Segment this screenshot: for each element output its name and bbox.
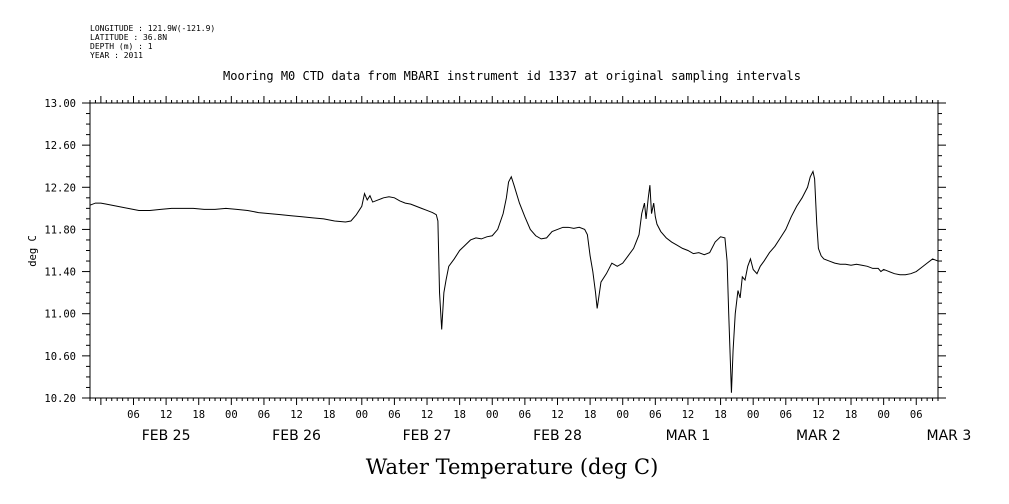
x-day-label: FEB 27 xyxy=(403,428,452,444)
y-tick-label: 11.40 xyxy=(44,267,76,279)
x-day-label: MAR 3 xyxy=(926,428,971,444)
x-hour-label: 12 xyxy=(160,409,173,421)
x-hour-label: 00 xyxy=(355,409,368,421)
x-hour-label: 18 xyxy=(845,409,858,421)
x-hour-label: 18 xyxy=(584,409,597,421)
x-day-label: MAR 2 xyxy=(796,428,841,444)
x-hour-label: 06 xyxy=(779,409,792,421)
metadata-depth: DEPTH (m) : 1 xyxy=(90,42,153,51)
x-hour-label: 00 xyxy=(616,409,629,421)
y-tick-label: 12.20 xyxy=(44,182,76,194)
x-hour-label: 06 xyxy=(649,409,662,421)
x-hour-label: 00 xyxy=(486,409,499,421)
x-day-labels: FEB 25 FEB 26 FEB 27 FEB 28 MAR 1 MAR 2 MAR 3 xyxy=(142,428,972,444)
y-tick-label: 11.00 xyxy=(44,309,76,321)
x-hour-label: 18 xyxy=(192,409,205,421)
x-hour-label: 12 xyxy=(682,409,695,421)
y-tick-label: 13.00 xyxy=(44,98,76,110)
x-hour-label: 00 xyxy=(225,409,238,421)
x-day-label: FEB 28 xyxy=(533,428,582,444)
plot-frame xyxy=(89,102,939,399)
x-hour-label: 06 xyxy=(519,409,532,421)
water-temperature-series xyxy=(89,170,939,393)
x-hour-label: 12 xyxy=(812,409,825,421)
y-tick-label: 10.20 xyxy=(44,393,76,405)
x-hour-labels: 06 12 18 00 06 12 18 00 06 12 18 00 06 12 18 00 06 12 18 00… xyxy=(127,409,922,421)
metadata-longitude: LONGITUDE : 121.9W(-121.9) xyxy=(90,24,215,33)
x-hour-label: 12 xyxy=(551,409,564,421)
x-hour-label: 00 xyxy=(877,409,890,421)
metadata-latitude: LATITUDE : 36.8N xyxy=(90,33,167,42)
metadata-year: YEAR : 2011 xyxy=(90,51,143,60)
x-hour-label: 18 xyxy=(453,409,466,421)
chart-title: Mooring M0 CTD data from MBARI instrumen… xyxy=(223,69,801,83)
y-tick-label: 10.60 xyxy=(44,351,76,363)
metadata-block: LONGITUDE : 121.9W(-121.9) LATITUDE : 36… xyxy=(90,24,215,60)
x-hour-label: 06 xyxy=(388,409,401,421)
y-tick-labels: 13.00 12.60 12.20 11.80 11.40 11.00 10.60 10.20 xyxy=(44,98,76,405)
y-tick-label: 11.80 xyxy=(44,224,76,236)
x-day-label: MAR 1 xyxy=(666,428,711,444)
axis-ticks xyxy=(82,96,946,405)
y-tick-label: 12.60 xyxy=(44,140,76,152)
x-hour-label: 12 xyxy=(290,409,303,421)
x-hour-label: 18 xyxy=(714,409,727,421)
x-hour-label: 12 xyxy=(421,409,434,421)
x-hour-label: 06 xyxy=(127,409,140,421)
x-hour-label: 06 xyxy=(910,409,923,421)
x-day-label: FEB 26 xyxy=(272,428,321,444)
x-hour-label: 06 xyxy=(258,409,271,421)
x-hour-label: 18 xyxy=(323,409,336,421)
x-day-label: FEB 25 xyxy=(142,428,191,444)
x-axis-label: Water Temperature (deg C) xyxy=(366,455,659,479)
y-axis-label: deg C xyxy=(27,235,39,267)
x-hour-label: 00 xyxy=(747,409,760,421)
